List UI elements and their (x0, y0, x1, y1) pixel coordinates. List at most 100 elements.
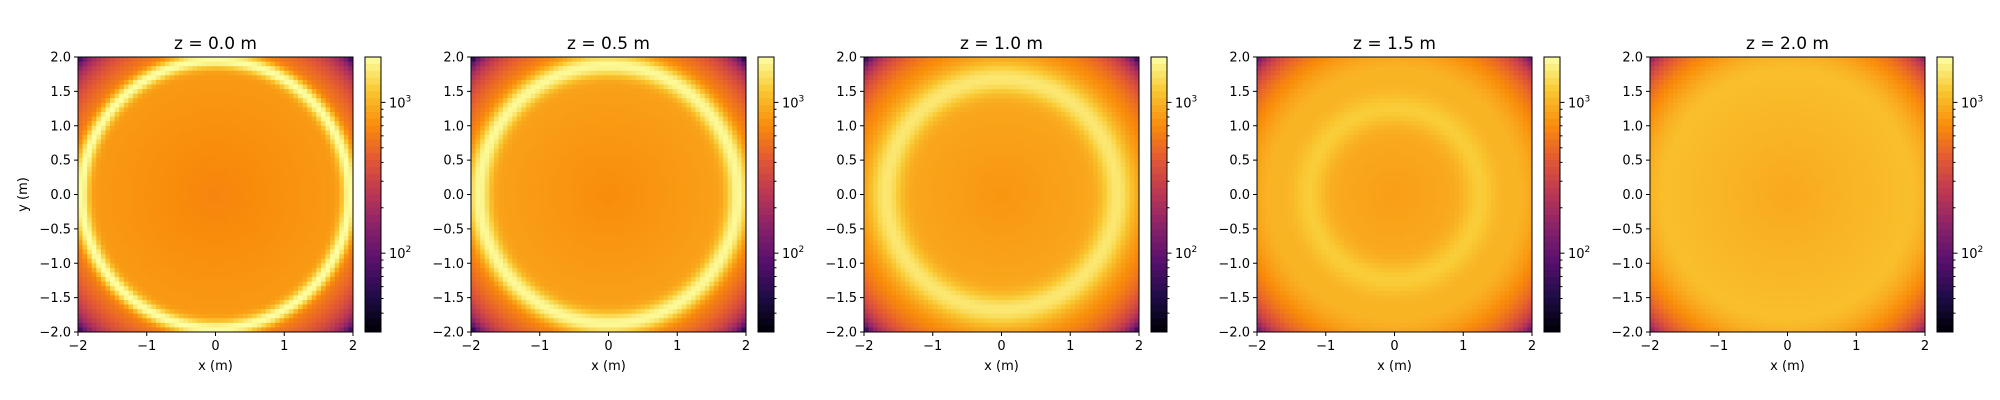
heatmap-cell (567, 79, 573, 85)
heatmap-cell (288, 180, 294, 186)
heatmap-cell (224, 162, 230, 168)
heatmap-cell (206, 57, 212, 62)
heatmap-cell (293, 134, 299, 140)
heatmap-cell (197, 144, 203, 150)
heatmap-cell (243, 322, 248, 328)
heatmap-cell (261, 167, 267, 172)
heatmap-cell (142, 235, 148, 241)
heatmap-cell (119, 240, 125, 246)
heatmap-cell (78, 258, 83, 264)
heatmap-cell (343, 107, 349, 113)
heatmap-cell (279, 199, 285, 205)
heatmap-cell (558, 176, 564, 182)
heatmap-cell (169, 167, 175, 172)
heatmap-cell (539, 102, 545, 108)
heatmap-cell (155, 171, 161, 177)
heatmap-cell (489, 93, 495, 99)
heatmap-cell (256, 254, 262, 260)
heatmap-cell (220, 189, 226, 195)
heatmap-cell (562, 79, 568, 85)
heatmap-cell (146, 263, 152, 269)
heatmap-cell (220, 313, 226, 319)
heatmap-cell (284, 157, 290, 163)
heatmap-cell (307, 134, 313, 140)
heatmap-cell (151, 304, 157, 310)
heatmap-cell (151, 61, 157, 67)
heatmap-cell (210, 290, 216, 296)
heatmap-cell (567, 162, 573, 168)
heatmap-cell (316, 153, 322, 159)
heatmap-cell (261, 189, 267, 195)
heatmap-cell (96, 144, 102, 150)
heatmap-cell (484, 66, 490, 72)
heatmap-cell (507, 112, 513, 117)
heatmap-cell (169, 231, 175, 237)
heatmap-cell (553, 148, 559, 154)
heatmap-cell (521, 107, 527, 113)
heatmap-cell (316, 318, 322, 324)
heatmap-cell (270, 139, 276, 145)
heatmap-cell (339, 304, 345, 310)
heatmap-cell (252, 222, 258, 227)
heatmap-cell (233, 281, 239, 287)
heatmap-cell (279, 272, 285, 278)
heatmap-cell (526, 116, 531, 122)
heatmap-cell (503, 212, 509, 218)
heatmap-cell (119, 199, 125, 205)
heatmap-cell (256, 57, 262, 62)
heatmap-cell (288, 212, 294, 218)
heatmap-cell (320, 327, 326, 333)
heatmap-cell (78, 139, 83, 145)
heatmap-cell (265, 263, 271, 269)
heatmap-cell (484, 57, 490, 62)
heatmap-cell (548, 79, 554, 85)
heatmap-cell (548, 61, 554, 67)
heatmap-cell (471, 70, 476, 76)
heatmap-cell (307, 171, 313, 177)
heatmap-cell (475, 194, 481, 200)
heatmap-cell (146, 309, 152, 315)
heatmap-cell (558, 162, 564, 168)
heatmap-cell (521, 157, 527, 163)
heatmap-cell (201, 194, 207, 200)
heatmap-cell (146, 203, 152, 209)
heatmap-cell (489, 134, 495, 140)
heatmap-cell (220, 61, 226, 67)
heatmap-cell (215, 189, 221, 195)
heatmap-cell (471, 98, 476, 104)
heatmap-cell (174, 66, 180, 72)
heatmap-cell (343, 121, 349, 127)
heatmap-cell (247, 226, 253, 232)
heatmap-cell (498, 57, 504, 62)
heatmap-cell (535, 203, 541, 209)
heatmap-cell (188, 258, 193, 264)
heatmap-cell (507, 235, 513, 241)
heatmap-cell (155, 277, 161, 282)
heatmap-cell (279, 235, 285, 241)
heatmap-cell (480, 203, 486, 209)
heatmap-cell (484, 322, 490, 328)
heatmap-cell (247, 217, 253, 223)
heatmap-cell (279, 231, 285, 237)
heatmap-cell (512, 267, 518, 273)
heatmap-cell (539, 162, 545, 168)
heatmap-cell (133, 57, 138, 62)
heatmap-cell (78, 167, 83, 172)
heatmap-cell (489, 272, 495, 278)
heatmap-cell (503, 263, 509, 269)
heatmap-cell (471, 231, 476, 237)
heatmap-cell (316, 203, 322, 209)
heatmap-cell (334, 322, 340, 328)
heatmap-cell (87, 313, 93, 319)
heatmap-cell (270, 134, 276, 140)
heatmap-cell (229, 185, 235, 191)
heatmap-cell (238, 299, 244, 305)
heatmap-cell (114, 66, 120, 72)
heatmap-cell (178, 98, 184, 104)
heatmap-cell (137, 112, 143, 117)
heatmap-cell (521, 125, 527, 131)
heatmap-cell (165, 281, 171, 287)
heatmap-cell (279, 299, 285, 305)
heatmap-cell (247, 199, 253, 205)
heatmap-cell (279, 290, 285, 296)
